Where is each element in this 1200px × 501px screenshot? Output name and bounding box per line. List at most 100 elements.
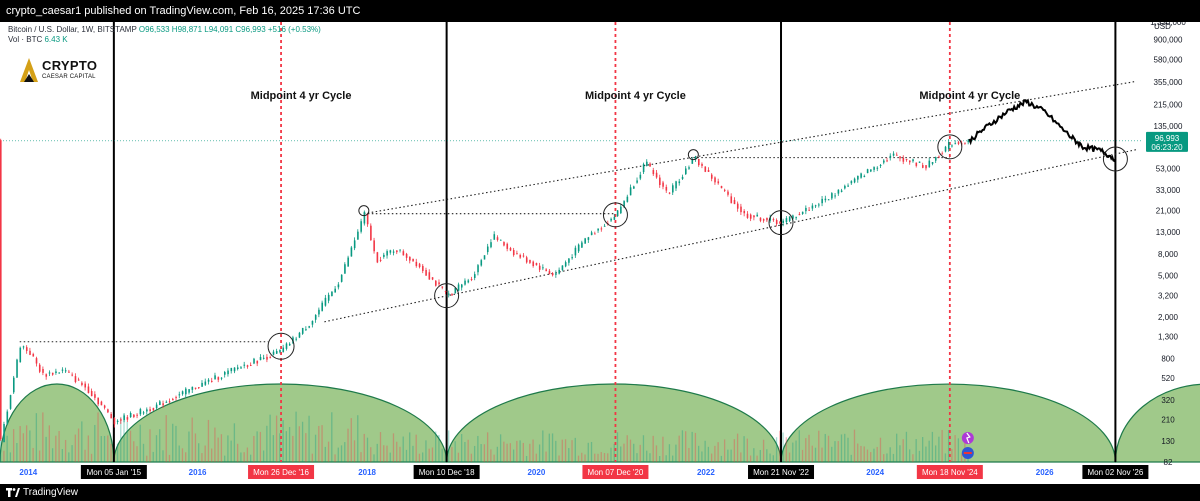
volume-bar bbox=[58, 431, 60, 462]
candle-body bbox=[837, 189, 840, 194]
volume-bar bbox=[847, 437, 849, 462]
cycle-date-badge bbox=[80, 465, 147, 479]
candle-body bbox=[824, 198, 827, 201]
candle-body bbox=[779, 221, 781, 224]
candle-body bbox=[61, 369, 64, 371]
logo-subtitle: CAESAR CAPITAL bbox=[42, 74, 96, 80]
volume-bar bbox=[347, 428, 349, 462]
volume-bar bbox=[16, 443, 18, 462]
volume-bar bbox=[480, 444, 482, 462]
volume-bars bbox=[0, 411, 969, 462]
legend-volume-label[interactable]: Vol · BTC bbox=[8, 35, 43, 44]
price-tick: 82 bbox=[1164, 458, 1173, 467]
candle-body bbox=[275, 351, 278, 354]
candle-body bbox=[370, 225, 372, 241]
candle-body bbox=[697, 158, 700, 166]
volume-bar bbox=[262, 450, 265, 462]
volume-bar bbox=[629, 439, 632, 462]
volume-bar bbox=[360, 452, 362, 462]
candle-body bbox=[441, 286, 444, 288]
candle-body bbox=[337, 284, 340, 288]
candle-body bbox=[931, 162, 934, 164]
candle-body bbox=[938, 156, 940, 158]
candle-body bbox=[22, 346, 25, 348]
candle-body bbox=[129, 413, 132, 418]
price-tick: 8,000 bbox=[1158, 250, 1179, 259]
candle-body bbox=[285, 343, 288, 349]
candle-body bbox=[201, 382, 203, 387]
year-label: 2022 bbox=[697, 468, 715, 477]
candle-body bbox=[512, 249, 515, 256]
candle-body bbox=[399, 249, 401, 251]
candle-body bbox=[457, 284, 460, 291]
candle-body bbox=[720, 185, 723, 189]
candle-body bbox=[35, 358, 38, 364]
volume-bar bbox=[740, 452, 742, 462]
candle-body bbox=[249, 364, 252, 366]
volume-bar bbox=[659, 455, 661, 462]
candle-body bbox=[168, 401, 171, 403]
price-scale[interactable]: 1,330,000 900,000 580,000 355,000 215,000 135… bbox=[1146, 22, 1188, 467]
volume-bar bbox=[373, 454, 375, 462]
candle-body bbox=[256, 361, 259, 364]
volume-bar bbox=[259, 431, 262, 462]
volume-bar bbox=[905, 431, 908, 462]
year-label: 2016 bbox=[189, 468, 207, 477]
volume-bar bbox=[857, 443, 859, 462]
volume-bar bbox=[821, 447, 823, 462]
volume-bar bbox=[870, 452, 872, 462]
candle-body bbox=[246, 365, 249, 367]
candle-body bbox=[454, 287, 457, 294]
candle-body bbox=[701, 163, 703, 166]
volume-bar bbox=[486, 432, 489, 462]
publish-info: crypto_caesar1 published on TradingView.… bbox=[6, 5, 361, 17]
candle-body bbox=[29, 350, 31, 355]
candle-body bbox=[211, 380, 213, 382]
volume-bar bbox=[649, 453, 651, 462]
cycle-date-label: Mon 10 Dec '18 bbox=[419, 468, 475, 477]
volume-bar bbox=[94, 424, 96, 462]
volume-bar bbox=[418, 453, 421, 462]
candle-body bbox=[51, 372, 54, 375]
candle-body bbox=[587, 237, 590, 240]
volume-bar bbox=[295, 411, 297, 462]
year-label: 2026 bbox=[1036, 468, 1054, 477]
time-axis[interactable]: 2014201620182020202220242026202Mon 05 Ja… bbox=[19, 465, 1200, 479]
candle-body bbox=[564, 262, 567, 267]
candle-body bbox=[831, 193, 833, 199]
midpoint-cycle-label: Midpoint 4 yr Cycle bbox=[251, 90, 352, 102]
volume-bar bbox=[35, 413, 38, 462]
volume-bar bbox=[697, 445, 700, 462]
candle-body bbox=[659, 177, 661, 186]
volume-bar bbox=[532, 439, 534, 462]
price-tick: 130 bbox=[1161, 437, 1175, 446]
volume-bar bbox=[0, 433, 2, 462]
volume-bar bbox=[428, 448, 430, 462]
volume-bar bbox=[123, 413, 125, 462]
candle-body bbox=[909, 160, 911, 163]
volume-bar bbox=[168, 454, 171, 462]
volume-bar bbox=[392, 433, 395, 462]
cycle-arc bbox=[780, 383, 1117, 463]
volume-bar bbox=[285, 431, 287, 462]
price-tick: 1,300 bbox=[1158, 333, 1179, 342]
candle-body bbox=[840, 190, 843, 192]
legend-symbol[interactable]: Bitcoin / U.S. Dollar, 1W, BITSTAMP bbox=[8, 25, 137, 34]
year-label: 2018 bbox=[358, 468, 376, 477]
candle-body bbox=[785, 218, 788, 223]
volume-bar bbox=[743, 436, 745, 462]
candle-body bbox=[915, 162, 918, 166]
candle-body bbox=[850, 181, 853, 184]
cycle-date-label: Mon 18 Nov '24 bbox=[922, 468, 978, 477]
candle-body bbox=[425, 270, 427, 276]
candle-body bbox=[38, 364, 41, 372]
volume-bar bbox=[32, 447, 34, 462]
candle-body bbox=[896, 154, 898, 156]
price-chart[interactable]: Midpoint 4 yr Cycle Midpoint 4 yr Cycle Mi… bbox=[0, 22, 1200, 484]
candle-body bbox=[473, 274, 476, 278]
volume-bar bbox=[165, 415, 167, 462]
volume-bar bbox=[662, 436, 664, 462]
candle-body bbox=[620, 206, 622, 214]
candle-body bbox=[769, 217, 772, 221]
volume-bar bbox=[772, 455, 774, 462]
